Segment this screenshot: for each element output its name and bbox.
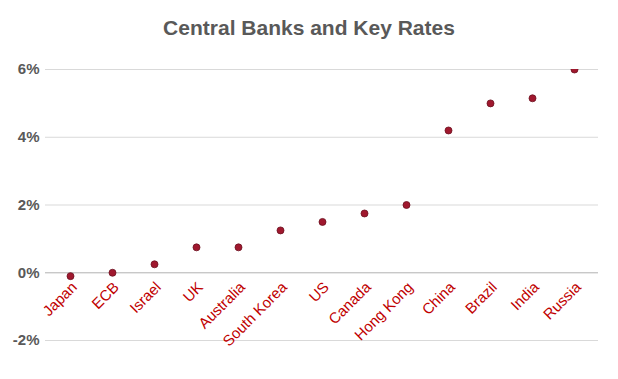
svg-text:US: US — [305, 278, 332, 305]
svg-text:Brazil: Brazil — [461, 278, 500, 317]
svg-text:Japan: Japan — [39, 278, 80, 319]
svg-text:Australia: Australia — [194, 278, 248, 332]
svg-text:UK: UK — [179, 278, 206, 305]
svg-text:India: India — [507, 278, 542, 313]
svg-text:4%: 4% — [18, 128, 40, 145]
svg-text:0%: 0% — [18, 264, 40, 281]
svg-text:Canada: Canada — [324, 278, 374, 328]
svg-text:-2%: -2% — [13, 331, 40, 348]
svg-text:6%: 6% — [18, 60, 40, 77]
svg-text:2%: 2% — [18, 196, 40, 213]
svg-text:ECB: ECB — [88, 278, 122, 312]
svg-text:South Korea: South Korea — [219, 278, 290, 349]
svg-text:China: China — [418, 278, 458, 318]
html-text:Central Banks and Key Rates: Central Banks and Key Rates — [163, 16, 455, 39]
svg-text:Russia: Russia — [540, 278, 585, 323]
svg-text:Israel: Israel — [126, 278, 164, 316]
svg-text:Hong Kong: Hong Kong — [351, 278, 416, 343]
